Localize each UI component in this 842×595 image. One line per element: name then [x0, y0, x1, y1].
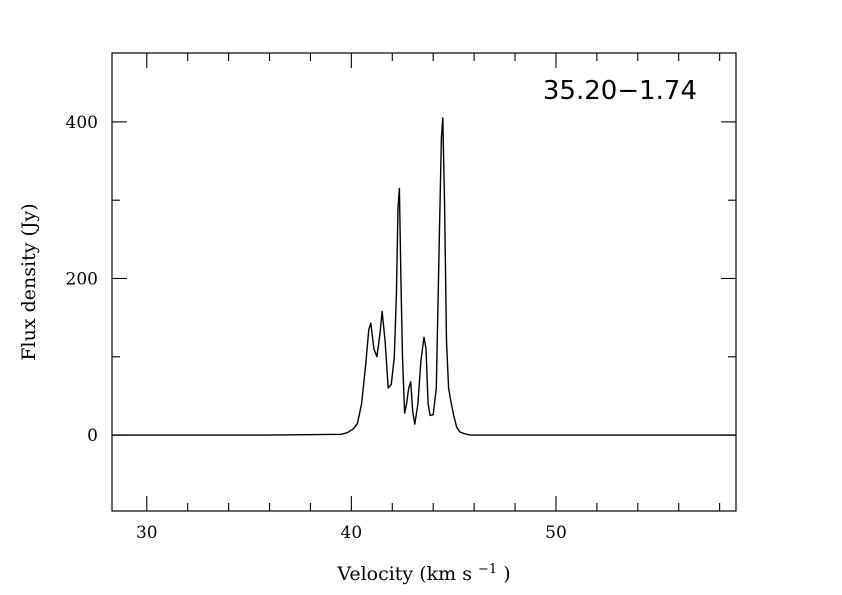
y-tick-label: 0	[87, 426, 98, 446]
x-axis-label-superscript: −1	[478, 562, 497, 577]
plot-frame	[111, 52, 737, 512]
x-axis-label-close: )	[503, 563, 510, 585]
x-axis-label-main: Velocity (km s	[336, 563, 472, 585]
x-axis-label: Velocity (km s −1 )	[336, 562, 510, 586]
x-tick-label: 30	[136, 523, 158, 543]
y-tick-label: 200	[66, 269, 98, 289]
series-line	[112, 117, 736, 436]
source-annotation: 35.20−1.74	[543, 76, 697, 106]
y-axis-label: Flux density (Jy)	[18, 203, 40, 360]
x-tick-label: 40	[341, 523, 363, 543]
tick-labels: 30 40 50 0 200 400	[66, 113, 567, 543]
y-tick-label: 400	[66, 113, 98, 133]
x-tick-label: 50	[545, 523, 567, 543]
